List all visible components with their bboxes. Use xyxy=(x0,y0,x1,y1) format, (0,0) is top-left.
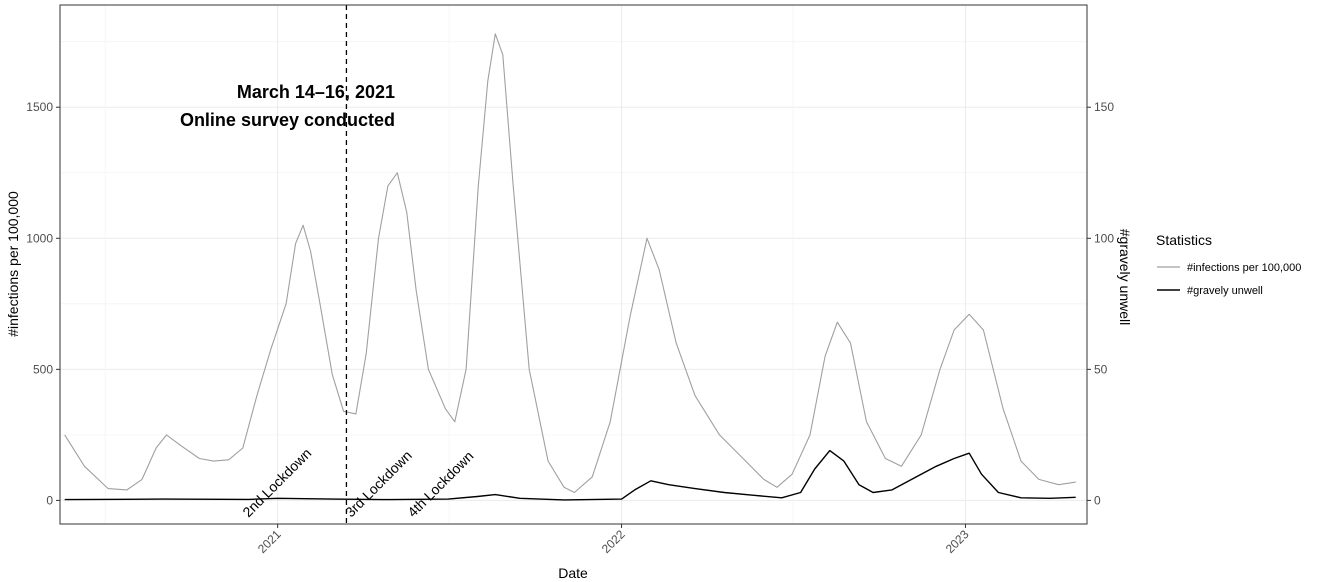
annotation-survey-conducted: Online survey conducted xyxy=(180,110,395,130)
x-tick-label-2: 2023 xyxy=(943,527,972,556)
y2-tick-label-0: 0 xyxy=(1094,493,1101,507)
y-tick-label-1: 500 xyxy=(33,362,53,376)
y2-tick-label-1: 50 xyxy=(1094,362,1108,376)
series-gravely-group xyxy=(64,449,1076,501)
y-axis-title-left: #infections per 100,000 xyxy=(5,191,21,337)
series-infections-group xyxy=(64,33,1076,494)
legend-label-gravely: #gravely unwell xyxy=(1187,285,1263,297)
x-axis: 2021 2022 2023 xyxy=(255,524,972,556)
y-axis-title-right: #gravely unwell xyxy=(1117,229,1133,326)
x-axis-title: Date xyxy=(558,565,588,581)
y-axis-left: 0 500 1000 1500 xyxy=(26,100,60,507)
plot-panel-border xyxy=(59,4,1088,525)
y-axis-right: 0 50 100 150 xyxy=(1087,100,1114,507)
legend: Statistics #infections per 100,000 #grav… xyxy=(1156,232,1301,297)
annotation-survey-date: March 14–16, 2021 xyxy=(237,82,395,102)
x-tick-label-1: 2022 xyxy=(599,527,628,556)
x-tick-label-0: 2021 xyxy=(255,527,284,556)
series-line-infections xyxy=(64,33,1076,494)
y-tick-label-3: 1500 xyxy=(26,100,53,114)
legend-label-infections: #infections per 100,000 xyxy=(1187,262,1301,274)
plot-panel-background xyxy=(60,5,1087,524)
legend-title: Statistics xyxy=(1156,232,1212,248)
y2-tick-label-2: 100 xyxy=(1094,231,1114,245)
y-tick-label-2: 1000 xyxy=(26,231,53,245)
grid xyxy=(60,5,1087,524)
y2-tick-label-3: 150 xyxy=(1094,100,1114,114)
series-line-gravely-unwell xyxy=(64,449,1076,501)
y-tick-label-0: 0 xyxy=(46,493,53,507)
